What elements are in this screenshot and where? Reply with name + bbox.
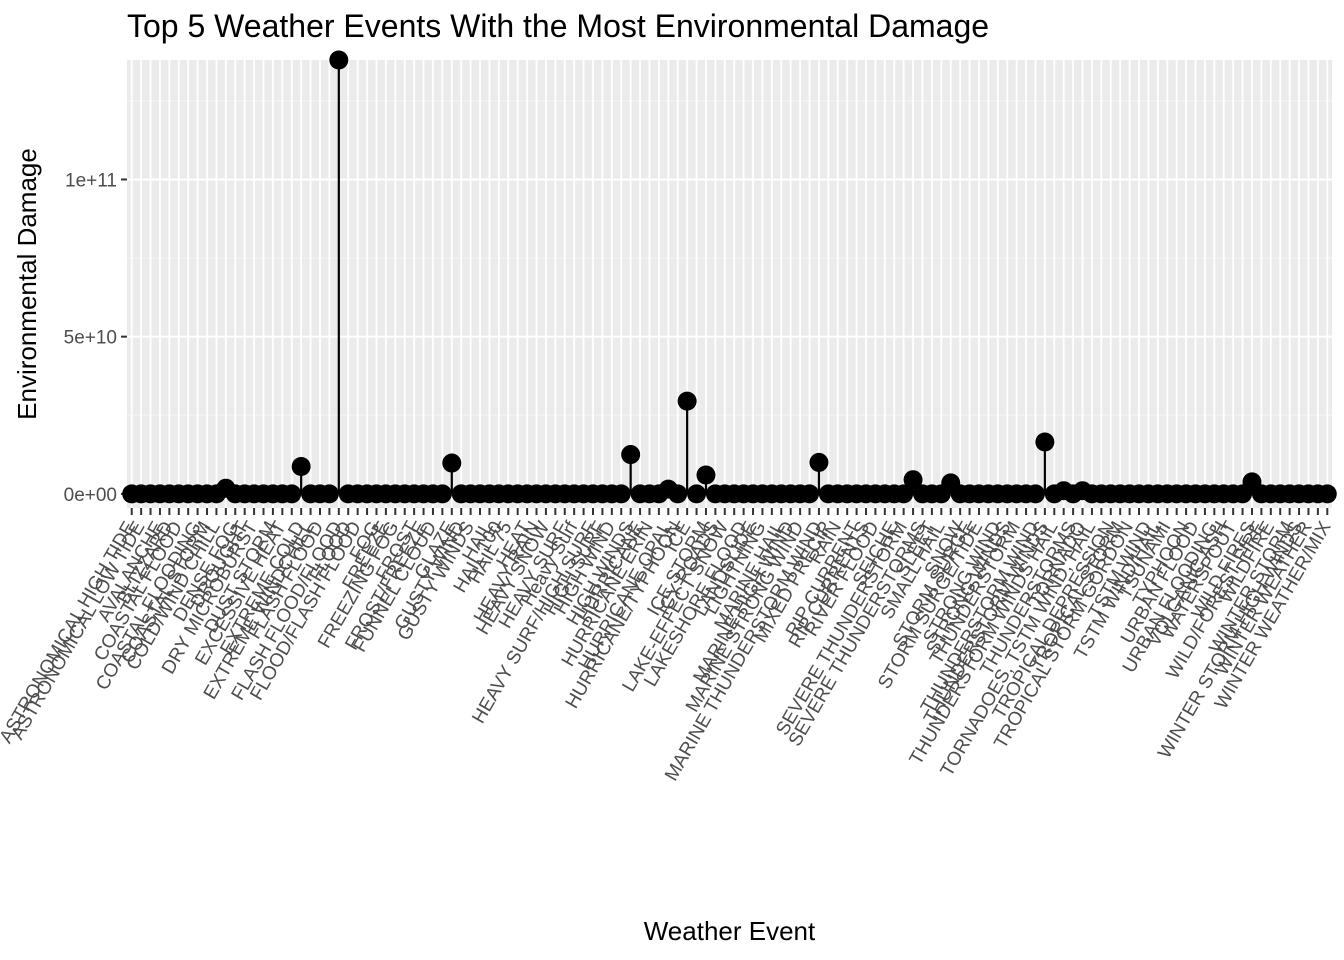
- lollipop-point: [329, 50, 349, 70]
- grid-lines: [127, 60, 1332, 508]
- lollipop-point: [687, 484, 707, 504]
- y-tick-label: 5e+10: [64, 328, 117, 349]
- lollipop-point: [282, 484, 302, 504]
- lollipop-point: [611, 484, 631, 504]
- x-axis-title: Weather Event: [644, 916, 816, 946]
- y-tick-label: 0e+00: [64, 485, 117, 506]
- y-axis-title: Environmental Damage: [12, 148, 42, 420]
- lollipop-point: [442, 453, 462, 473]
- lollipop-point: [1317, 484, 1337, 504]
- data-marks: [122, 50, 1337, 504]
- lollipop-point: [1035, 432, 1055, 452]
- lollipop-point: [621, 445, 641, 465]
- y-tick-label: 1e+11: [65, 170, 117, 191]
- lollipop-point: [894, 484, 914, 504]
- lollipop-point: [1025, 484, 1045, 504]
- lollipop-point: [291, 457, 311, 477]
- lollipop-point: [668, 484, 688, 504]
- y-axis: 0e+00 5e+10 1e+11: [64, 170, 127, 506]
- lollipop-point: [809, 452, 829, 472]
- plot-panel: [127, 60, 1332, 508]
- lollipop-point: [903, 470, 923, 490]
- chart-title: Top 5 Weather Events With the Most Envir…: [127, 8, 990, 44]
- lollipop-point: [677, 391, 697, 411]
- lollipop-point: [800, 484, 820, 504]
- lollipop-point: [432, 484, 452, 504]
- lollipop-point: [696, 465, 716, 485]
- lollipop-point: [319, 484, 339, 504]
